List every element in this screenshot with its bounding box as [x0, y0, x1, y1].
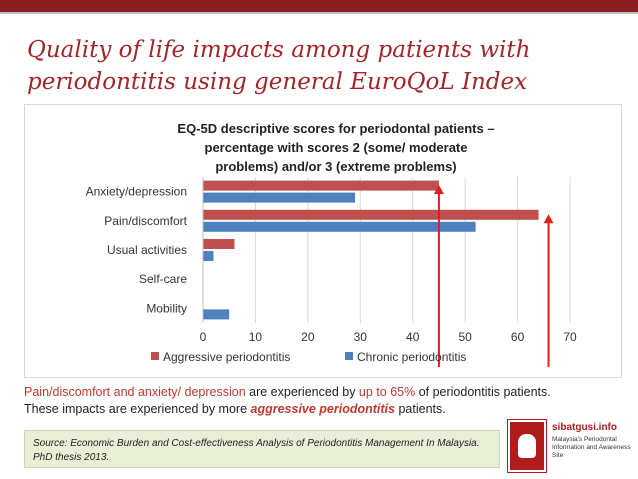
- site-logo: sibatgusi.info Malaysia's Periodontal In…: [508, 420, 632, 474]
- x-tick-label: 0: [200, 330, 207, 344]
- category-label: Anxiety/depression: [86, 185, 187, 199]
- bar-chronic: [203, 192, 356, 203]
- logo-name: sibatgusi.info: [552, 422, 617, 433]
- x-tick-label: 60: [511, 330, 525, 344]
- note-highlight-symptoms: Pain/discomfort and anxiety/ depression: [24, 385, 246, 399]
- x-tick-label: 50: [458, 330, 472, 344]
- bar-chart: EQ-5D descriptive scores for periodontal…: [86, 121, 577, 367]
- logo-mark-icon: [508, 420, 546, 472]
- chart-container: EQ-5D descriptive scores for periodontal…: [24, 104, 622, 378]
- bar-aggressive: [203, 180, 439, 191]
- x-tick-label: 10: [249, 330, 263, 344]
- logo-tagline: Malaysia's Periodontal Information and A…: [552, 436, 631, 459]
- legend-label: Chronic periodontitis: [357, 350, 466, 364]
- category-label: Usual activities: [107, 243, 187, 257]
- category-label: Mobility: [146, 301, 187, 315]
- summary-note: Pain/discomfort and anxiety/ depression …: [24, 384, 629, 418]
- note-highlight-aggressive: aggressive periodontitis: [250, 402, 395, 416]
- x-tick-label: 70: [563, 330, 577, 344]
- annotation-arrow-head: [433, 185, 444, 194]
- category-label: Self-care: [139, 272, 187, 286]
- chart-title-line-1: EQ-5D descriptive scores for periodontal…: [177, 121, 494, 136]
- x-tick-label: 40: [406, 330, 420, 344]
- note-highlight-percent: up to 65%: [358, 385, 416, 399]
- legend-swatch: [345, 352, 353, 360]
- note-text-2: These impacts are experienced by more: [24, 402, 251, 416]
- tooth-icon: [518, 434, 536, 458]
- legend-swatch: [151, 352, 159, 360]
- chart-title-line-3: problems) and/or 3 (extreme problems): [215, 159, 456, 174]
- bar-chronic: [203, 309, 230, 320]
- bar-aggressive: [203, 209, 539, 220]
- annotation-arrow-head: [543, 214, 554, 224]
- note-text: are experienced by: [245, 385, 359, 399]
- note-text-end: of periodontitis patients.: [415, 385, 551, 399]
- slide-title-line-2: periodontitis using general EuroQoL Inde…: [27, 69, 528, 95]
- source-citation: Source: Economic Burden and Cost-effecti…: [24, 430, 500, 468]
- note-text-2-end: patients.: [394, 402, 446, 416]
- legend-label: Aggressive periodontitis: [163, 350, 290, 364]
- chart-title-line-2: percentage with scores 2 (some/ moderate: [205, 140, 468, 155]
- x-tick-label: 20: [301, 330, 315, 344]
- bar-aggressive: [203, 239, 235, 249]
- slide-title: Quality of life impacts among patients w…: [27, 34, 627, 98]
- category-label: Pain/discomfort: [104, 214, 187, 228]
- x-tick-label: 30: [354, 330, 368, 344]
- bar-chronic: [203, 221, 476, 232]
- note-line-1: Pain/discomfort and anxiety/ depression …: [24, 384, 629, 401]
- slide-title-line-1: Quality of life impacts among patients w…: [27, 37, 531, 63]
- top-banner-stripe: [0, 12, 638, 14]
- note-line-2: These impacts are experienced by more ag…: [24, 401, 629, 418]
- top-banner: [0, 0, 638, 12]
- bar-chronic: [203, 251, 214, 261]
